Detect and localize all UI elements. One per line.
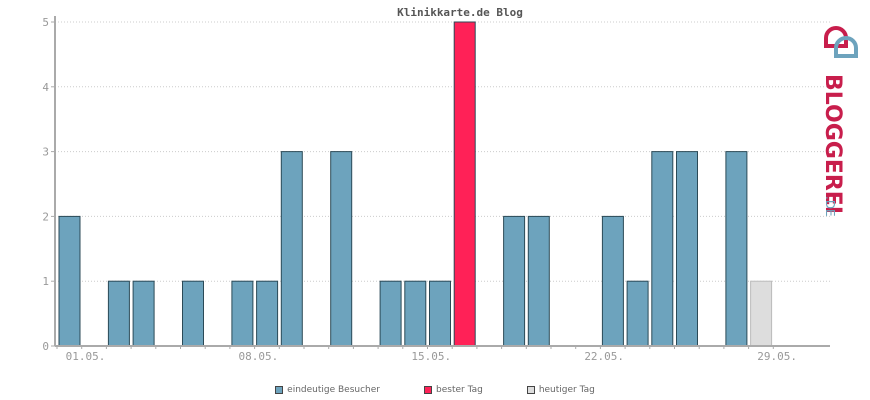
bar	[58, 215, 81, 347]
grid	[55, 21, 830, 282]
axes	[54, 16, 830, 347]
y-tick-label: 3	[42, 146, 49, 159]
bar	[132, 280, 155, 347]
legend-item: bester Tag	[424, 385, 483, 395]
legend-label: eindeutige Besucher	[287, 385, 380, 395]
legend-swatch	[275, 386, 284, 394]
chart-title: Klinikkarte.de Blog	[397, 6, 523, 19]
y-tick-label: 5	[42, 16, 49, 29]
bar	[503, 215, 526, 347]
bar	[330, 151, 353, 347]
legend: eindeutige Besucher bester Tag heutiger Ta…	[0, 385, 870, 395]
x-tick-label: 08.05.	[239, 350, 279, 363]
bar	[280, 151, 303, 347]
bar	[379, 280, 402, 347]
x-tick-label: 22.05.	[584, 350, 624, 363]
bar	[404, 280, 427, 347]
legend-item: eindeutige Besucher	[275, 385, 380, 395]
y-tick-label: 0	[42, 340, 49, 353]
bar	[676, 151, 698, 347]
bar	[107, 280, 130, 347]
logo-text-suffix: .DE	[823, 196, 837, 217]
bar	[256, 280, 279, 347]
x-ticks: 01.05. 08.05. 15.05. 22.05. 29.05.	[56, 346, 797, 363]
bloggerei-logo: BLOGGEREI .DE	[812, 18, 870, 218]
legend-swatch	[526, 386, 535, 394]
legend-item: heutiger Tag	[526, 385, 595, 395]
logo-icon	[824, 26, 858, 58]
legend-swatch	[424, 386, 432, 394]
bar	[651, 151, 674, 347]
legend-label: bester Tag	[436, 385, 483, 395]
bar	[626, 280, 649, 347]
x-tick-label: 15.05.	[411, 350, 451, 363]
y-ticks: 0 1 2 3 4 5	[42, 16, 55, 353]
bar	[182, 280, 204, 347]
bars	[58, 21, 773, 347]
y-tick-label: 4	[42, 81, 49, 94]
bar	[601, 215, 624, 347]
x-tick-label: 01.05.	[66, 350, 106, 363]
x-tick-label: 29.05.	[757, 350, 797, 363]
bar	[527, 215, 550, 347]
y-tick-label: 1	[42, 275, 49, 288]
y-tick-label: 2	[42, 210, 49, 223]
logo-text-main: BLOGGEREI	[820, 74, 845, 214]
bar	[429, 280, 451, 347]
legend-label: heutiger Tag	[538, 385, 595, 395]
bar	[725, 151, 748, 347]
bar	[750, 280, 773, 347]
bar	[231, 280, 254, 347]
bar	[453, 21, 476, 347]
